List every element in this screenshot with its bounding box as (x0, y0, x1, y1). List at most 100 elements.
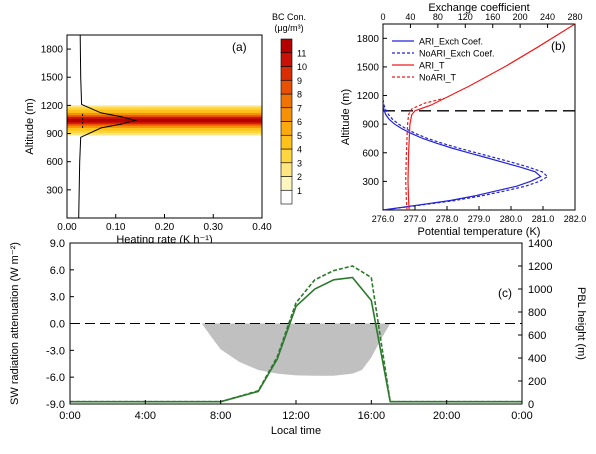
b-x2tick-label-2: 80 (433, 12, 443, 22)
c-xtick-label-5: 20:00 (433, 410, 461, 422)
b-ytick-label-0: 300 (362, 177, 379, 188)
c-y2tick-label-1: 200 (528, 376, 546, 388)
c-xtick-label-4: 16:00 (358, 410, 386, 422)
c-y2tick-label-6: 1200 (528, 261, 552, 273)
c-y2tick-label-2: 400 (528, 353, 546, 365)
colorbar-swatch-9 (280, 66, 293, 81)
b-xtick-label-1: 277.0 (404, 214, 427, 224)
colorbar-swatch-5 (280, 121, 293, 136)
colorbar-swatch-10 (280, 52, 293, 67)
b-x2tick-label-7: 280 (567, 12, 582, 22)
b-x2axis-label: Exchange coefficient (428, 2, 529, 14)
series-line-ari-t (407, 23, 576, 211)
c-ytick-label-3: 0.0 (50, 319, 65, 331)
c-xaxis-label: Local time (271, 425, 321, 437)
b-ytick-label-5: 1800 (357, 34, 380, 45)
c-y2tick-label-0: 0 (528, 399, 534, 411)
b-xaxis-label: Potential temperature (K) (418, 226, 541, 238)
colorbar-level-10: 10 (297, 62, 307, 72)
c-panel-label: (c) (498, 286, 512, 300)
colorbar-level-1: 1 (297, 186, 302, 196)
colorbar-swatch-7 (280, 93, 293, 109)
c-ytick-label-2: -3.0 (46, 345, 65, 357)
b-ytick-label-3: 1200 (357, 91, 380, 102)
colorbar-swatch-8 (280, 79, 293, 95)
c-y2axis-label: PBL height (m) (575, 287, 587, 360)
c-y2tick-label-4: 800 (528, 307, 546, 319)
colorbar-level-11: 11 (297, 48, 306, 58)
c-ytick-label-4: 3.0 (50, 292, 65, 304)
legend-label-2: ARI_T (419, 61, 445, 71)
b-x2tick-label-5: 200 (513, 12, 528, 22)
b-xtick-label-2: 278.0 (436, 214, 459, 224)
c-y2tick-label-7: 1400 (528, 238, 552, 250)
b-x2tick-label-3: 120 (458, 12, 473, 22)
a-ytick-label-2: 900 (46, 129, 63, 140)
c-y2tick-label-5: 1000 (528, 284, 552, 296)
colorbar-level-7: 7 (297, 103, 302, 113)
a-xtick-label-0: 0.00 (57, 222, 77, 233)
b-xtick-label-5: 281.0 (532, 214, 555, 224)
legend-label-0: ARI_Exch Coef. (419, 37, 483, 47)
colorbar-level-5: 5 (297, 131, 302, 141)
b-ytick-label-2: 900 (362, 120, 379, 131)
colorbar-swatch-1 (280, 176, 293, 191)
legend-label-3: NoARI_T (419, 73, 457, 83)
heating-rate-line (78, 34, 138, 219)
c-ytick-label-1: -6.0 (46, 372, 65, 384)
a-ytick-label-0: 300 (46, 185, 63, 196)
panel-b-frame (382, 23, 576, 211)
b-x2tick-label-6: 240 (540, 12, 555, 22)
b-ytick-label-4: 1500 (357, 62, 380, 73)
colorbar-swatch-4 (280, 134, 293, 150)
b-x2tick-label-1: 40 (405, 12, 415, 22)
b-xtick-label-4: 280.0 (500, 214, 523, 224)
a-ytick-label-4: 1500 (41, 73, 64, 84)
a-xtick-label-3: 0.30 (204, 222, 224, 233)
c-y2tick-label-3: 600 (528, 330, 546, 342)
a-xtick-label-2: 0.20 (155, 222, 175, 233)
colorbar-level-8: 8 (297, 90, 302, 100)
colorbar-level-3: 3 (297, 158, 302, 168)
colorbar-level-4: 4 (297, 145, 302, 155)
b-x2tick-label-4: 160 (485, 12, 500, 22)
a-xtick-label-1: 0.10 (106, 222, 126, 233)
a-panel-label: (a) (232, 40, 247, 54)
c-xtick-label-3: 12:00 (282, 410, 310, 422)
colorbar-level-2: 2 (297, 172, 302, 182)
b-xtick-label-6: 282.0 (564, 214, 587, 224)
b-xtick-label-3: 279.0 (468, 214, 491, 224)
a-yaxis-label: Altitude (m) (24, 98, 36, 154)
a-ytick-label-1: 600 (46, 157, 63, 168)
series-line-noari-t (405, 97, 444, 211)
a-xtick-label-4: 0.40 (252, 222, 272, 233)
colorbar-swatch-3 (280, 148, 293, 164)
b-yaxis-label: Altitude (m) (340, 89, 352, 145)
colorbar-unit: (μg/m³) (274, 23, 303, 33)
c-xtick-label-2: 8:00 (210, 410, 231, 422)
b-ytick-label-1: 600 (362, 148, 379, 159)
c-xtick-label-1: 4:00 (135, 410, 156, 422)
series-line-noari-exch-coef- (382, 100, 549, 211)
a-ytick-label-5: 1800 (41, 45, 64, 56)
colorbar-swatch-6 (280, 107, 293, 122)
colorbar-title: BC Con. (272, 12, 306, 22)
colorbar-level-6: 6 (297, 117, 302, 127)
sw-attenuation-area (201, 323, 391, 376)
b-x2tick-label-0: 0 (380, 12, 385, 22)
c-xtick-label-0: 0:00 (59, 410, 80, 422)
colorbar-swatch-2 (280, 162, 293, 177)
colorbar-level-9: 9 (297, 76, 302, 86)
colorbar-swatch-0 (280, 189, 293, 205)
bc-band-7 (67, 118, 262, 122)
c-ytick-label-5: 6.0 (50, 265, 65, 277)
colorbar-swatch-11 (280, 38, 293, 54)
c-ytick-label-0: -9.0 (46, 399, 65, 411)
b-xtick-label-0: 276.0 (372, 214, 395, 224)
series-line-ari-exch-coef- (382, 105, 542, 211)
legend-label-1: NoARI_Exch Coef. (419, 49, 495, 59)
c-xtick-label-6: 0:00 (511, 410, 532, 422)
c-ytick-label-6: 9.0 (50, 238, 65, 250)
a-ytick-label-3: 1200 (41, 101, 64, 112)
